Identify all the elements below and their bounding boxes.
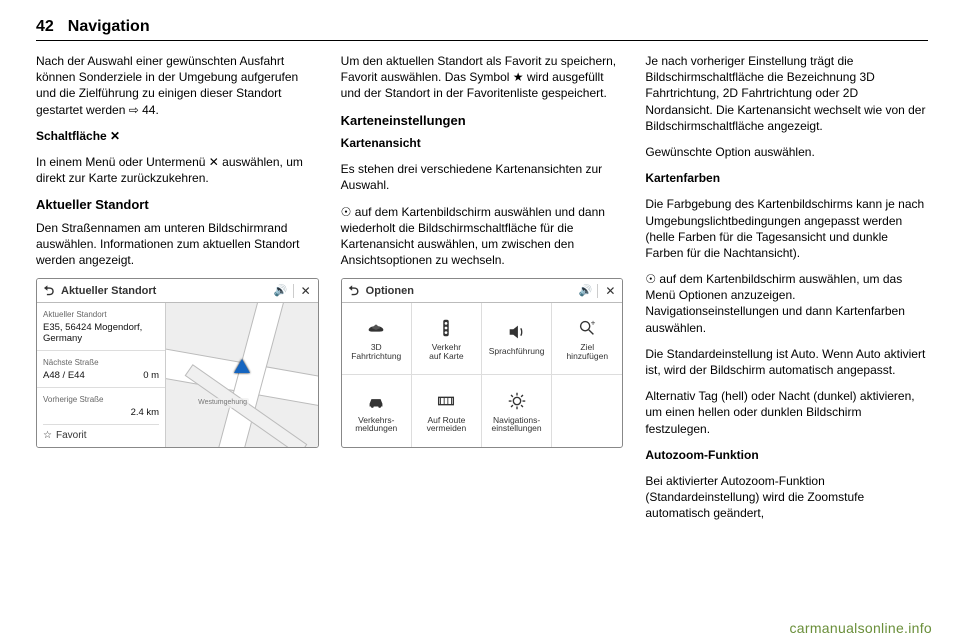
option-label: Verkehr auf Karte <box>429 343 464 361</box>
screenshot-titlebar: ⮌ Optionen 🔊 ✕ <box>342 279 623 303</box>
screenshot-title: Aktueller Standort <box>61 284 269 299</box>
svg-text:+: + <box>591 318 596 327</box>
para: Die Farbgebung des Kartenbild­schirms ka… <box>645 196 928 261</box>
label: Vorherige Straße <box>43 395 159 406</box>
para: Je nach vorheriger Einstellung trägt die… <box>645 53 928 134</box>
page-number: 42 <box>36 18 54 36</box>
para: ☉ auf dem Kartenbildschirm auswäh­len, u… <box>645 271 928 336</box>
map-label: Westumgehung <box>196 398 249 407</box>
star-icon: ☆ <box>43 429 52 443</box>
label: Aktueller Standort <box>43 310 159 321</box>
back-icon[interactable]: ⮌ <box>342 282 366 300</box>
sound-icon[interactable]: 🔊 <box>573 284 597 299</box>
heading-current-location: Aktueller Standort <box>36 196 319 214</box>
add-destination-icon: + <box>576 317 598 339</box>
content-columns: Nach der Auswahl einer gewünsch­ten Ausf… <box>36 53 928 532</box>
location-panel: Aktueller Standort E35, 56424 Mogendorf,… <box>37 303 166 447</box>
screenshot-titlebar: ⮌ Aktueller Standort 🔊 ✕ <box>37 279 318 303</box>
option-avoid-route[interactable]: Auf Route vermeiden <box>412 375 482 447</box>
para: Den Straßennamen am unteren Bild­schirmr… <box>36 220 319 269</box>
para: Alternativ Tag (hell) oder Nacht (dunkel… <box>645 388 928 437</box>
subhead-autozoom: Autozoom-Funktion <box>645 447 928 463</box>
sound-icon[interactable]: 🔊 <box>269 284 293 299</box>
option-label: Verkehrs- meldungen <box>355 416 397 434</box>
car-3d-icon <box>365 317 387 339</box>
page-title: Navigation <box>68 18 150 36</box>
page-header: 42 Navigation <box>36 18 928 41</box>
close-icon[interactable]: ✕ <box>294 283 318 299</box>
screenshot-body: Aktueller Standort E35, 56424 Mogendorf,… <box>37 303 318 447</box>
avoid-icon <box>435 390 457 412</box>
screenshot-title: Optionen <box>366 284 574 299</box>
screenshot-options: ⮌ Optionen 🔊 ✕ 3D Fahrtrichtung Verkehr … <box>341 278 624 448</box>
para: Um den aktuellen Standort als Favorit zu… <box>341 53 624 102</box>
option-traffic-map[interactable]: Verkehr auf Karte <box>412 303 482 375</box>
subhead-button: Schaltfläche ✕ <box>36 128 319 144</box>
heading-map-settings: Karteneinstellungen <box>341 112 624 130</box>
option-nav-settings[interactable]: Navigations- einstellungen <box>482 375 552 447</box>
para: ☉ auf dem Kartenbildschirm auswäh­len un… <box>341 204 624 269</box>
traffic-icon <box>435 317 457 339</box>
column-2: Um den aktuellen Standort als Favorit zu… <box>341 53 624 532</box>
speaker-icon <box>506 321 528 343</box>
option-label: Auf Route vermeiden <box>427 416 467 434</box>
para: Nach der Auswahl einer gewünsch­ten Ausf… <box>36 53 319 118</box>
para: Es stehen drei verschiedene Karten­ansic… <box>341 161 624 193</box>
para: Bei aktivierter Autozoom-Funktion (Stand… <box>645 473 928 522</box>
watermark: carmanualsonline.info <box>790 620 933 636</box>
distance: 2.4 km <box>131 408 160 419</box>
column-3: Je nach vorheriger Einstellung trägt die… <box>645 53 928 532</box>
favorite-label: Favorit <box>56 429 87 443</box>
value: E35, 56424 Mogendorf, Ger­many <box>43 323 159 345</box>
option-empty <box>552 375 622 447</box>
option-label: Navigations- einstellungen <box>492 416 542 434</box>
separator <box>37 387 165 388</box>
back-icon[interactable]: ⮌ <box>37 282 61 300</box>
para: Die Standardeinstellung ist Auto. Wenn A… <box>645 346 928 378</box>
option-add-destination[interactable]: + Ziel hinzufügen <box>552 303 622 375</box>
options-grid: 3D Fahrtrichtung Verkehr auf Karte Sprac… <box>342 303 623 447</box>
gear-icon <box>506 390 528 412</box>
option-label: Sprachführung <box>489 347 545 356</box>
option-voice-guidance[interactable]: Sprachführung <box>482 303 552 375</box>
screenshot-current-location: ⮌ Aktueller Standort 🔊 ✕ Aktueller Stand… <box>36 278 319 448</box>
subhead-map-view: Kartenansicht <box>341 135 624 151</box>
separator <box>37 350 165 351</box>
subhead-map-colors: Kartenfarben <box>645 170 928 186</box>
label: Nächste Straße <box>43 358 159 369</box>
option-label: Ziel hinzufügen <box>566 343 608 361</box>
column-1: Nach der Auswahl einer gewünsch­ten Ausf… <box>36 53 319 532</box>
option-3d-direction[interactable]: 3D Fahrtrichtung <box>342 303 412 375</box>
para: In einem Menü oder Untermenü ✕ auswählen… <box>36 154 319 186</box>
car-icon <box>365 390 387 412</box>
distance: 0 m <box>143 371 159 382</box>
map-preview: Westumgehung <box>166 303 318 447</box>
option-traffic-reports[interactable]: Verkehrs- meldungen <box>342 375 412 447</box>
option-label: 3D Fahrtrichtung <box>351 343 401 361</box>
favorite-button[interactable]: ☆ Favorit <box>43 424 159 443</box>
value: A48 / E44 <box>43 371 85 382</box>
close-icon[interactable]: ✕ <box>598 283 622 299</box>
location-pin-icon <box>234 359 250 373</box>
para: Gewünschte Option auswählen. <box>645 144 928 160</box>
